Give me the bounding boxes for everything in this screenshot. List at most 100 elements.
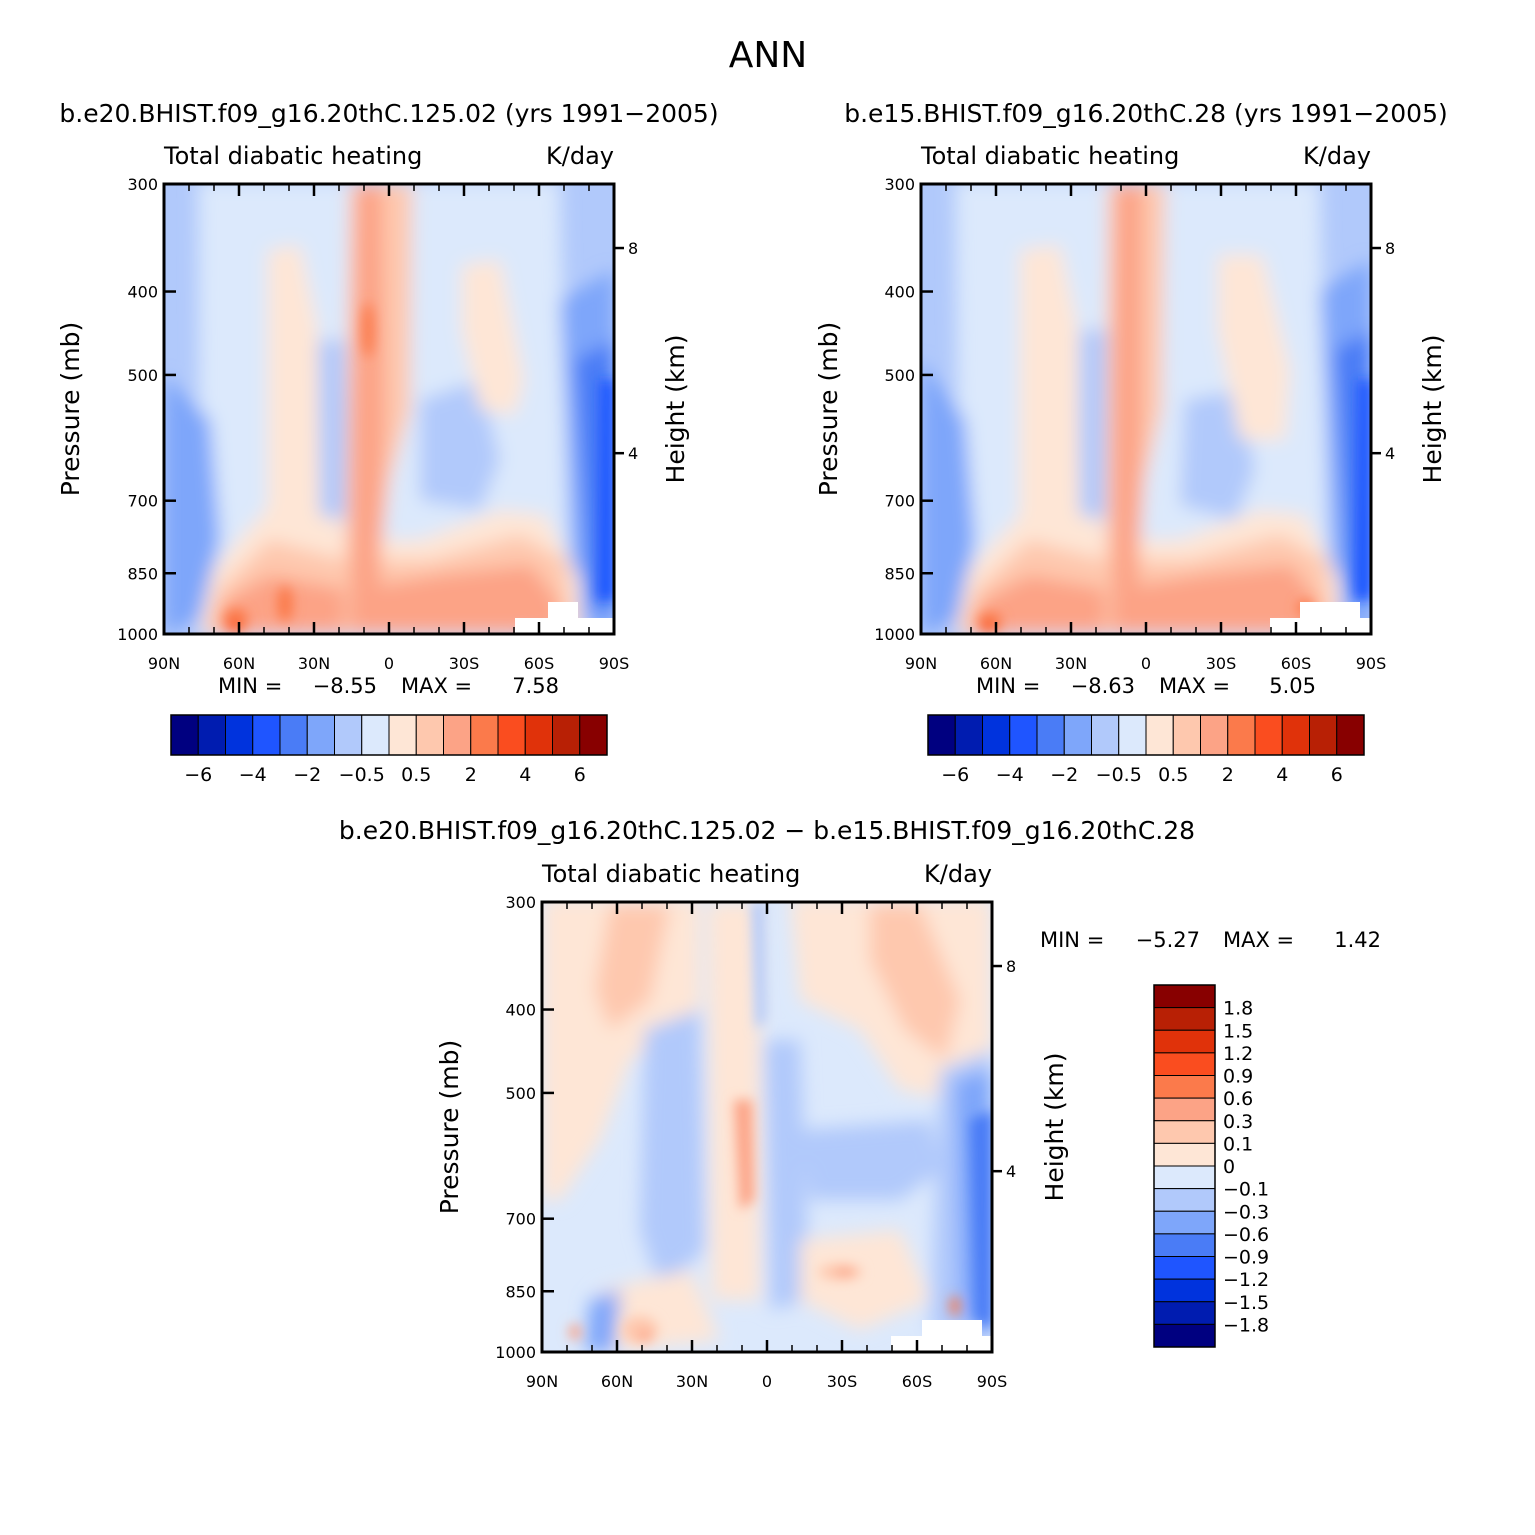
colorbar-label: 0.5 — [1158, 764, 1188, 786]
sh-edge-hot — [950, 1296, 960, 1316]
sh-pocket — [420, 380, 500, 510]
x-tick-label: 90S — [599, 654, 630, 673]
y-tick-label: 1000 — [874, 625, 915, 644]
colorbar-label: 2 — [465, 764, 477, 786]
y2-tick-label: 4 — [628, 444, 638, 463]
colorbar-swatch — [927, 714, 956, 756]
panel-model-y2label: Height (km) — [661, 335, 690, 484]
colorbar-swatch — [1153, 1029, 1216, 1054]
colorbar-swatch — [470, 714, 499, 756]
colorbar-swatch — [1118, 714, 1147, 756]
nh-hotspot-2 — [277, 586, 293, 622]
panel-diff-max-value: 1.42 — [1334, 928, 1381, 952]
x-tick-label: 90N — [148, 654, 180, 673]
colorbar-label: −4 — [996, 764, 1024, 786]
panel-obs-min-label: MIN = — [976, 674, 1040, 698]
colorbar-swatch — [361, 714, 390, 756]
colorbar-label: 6 — [1331, 764, 1343, 786]
y-tick-label: 1000 — [117, 625, 158, 644]
colorbar-swatch — [279, 714, 308, 756]
colorbar-swatch — [1153, 1210, 1216, 1235]
nh-bl-hot — [622, 1316, 658, 1344]
itcz-dipole-light — [708, 902, 760, 1300]
x-tick-label: 0 — [384, 654, 394, 673]
y-tick-label: 300 — [884, 175, 915, 194]
itcz-core — [362, 302, 374, 358]
y-tick-label: 850 — [884, 564, 915, 583]
colorbar-swatch — [1036, 714, 1065, 756]
x-tick-label: 60S — [524, 654, 555, 673]
nh-hotspot-core — [982, 622, 992, 632]
colorbar-swatch — [1145, 714, 1174, 756]
nh-surface-cool — [585, 1290, 620, 1352]
colorbar-swatch — [1336, 714, 1365, 756]
colorbar-label: −0.3 — [1223, 1201, 1269, 1223]
y-tick-label: 300 — [127, 175, 158, 194]
y2-tick-label: 8 — [628, 239, 638, 258]
colorbar-label: −1.5 — [1223, 1292, 1269, 1314]
y2-tick-label: 8 — [1385, 239, 1395, 258]
panel-obs-max-label: MAX = — [1159, 674, 1230, 698]
boundary-layer-core — [215, 565, 560, 634]
missing-data-2 — [548, 602, 578, 620]
colorbar-frame — [927, 714, 1365, 756]
panel-diff-title: b.e20.BHIST.f09_g16.20thC.125.02 − b.e15… — [339, 816, 1195, 845]
colorbar-swatch — [1153, 1007, 1216, 1031]
sh-tongue — [462, 260, 524, 415]
y-tick-label: 400 — [127, 283, 158, 302]
colorbar-swatch — [252, 714, 281, 756]
colorbar-label: −0.9 — [1223, 1247, 1269, 1269]
sh-edge-dark — [1355, 380, 1371, 600]
colorbar-label: −6 — [941, 764, 969, 786]
panel-obs-variable: Total diabatic heating — [920, 142, 1179, 170]
x-tick-label: 60N — [980, 654, 1012, 673]
cool-zone-1 — [640, 1010, 705, 1290]
y-tick-label: 500 — [884, 366, 915, 385]
panel-obs-units: K/day — [1303, 142, 1371, 170]
panel-model-min-value: −8.55 — [313, 674, 377, 698]
colorbar-swatch — [225, 714, 254, 756]
sh-edge-dark — [598, 380, 614, 600]
colorbar-label: −1.2 — [1223, 1269, 1269, 1291]
colorbar-swatch — [1153, 1097, 1216, 1122]
colorbar-label: 2 — [1222, 764, 1234, 786]
colorbar-label: 1.2 — [1223, 1043, 1253, 1065]
colorbar-label: −0.5 — [1096, 764, 1142, 786]
nh-blue — [164, 375, 220, 634]
colorbar-label: −0.6 — [1223, 1224, 1269, 1246]
colorbar-label: 0.3 — [1223, 1111, 1253, 1133]
colorbar-swatch — [415, 714, 444, 756]
panel-model-max-label: MAX = — [401, 674, 472, 698]
panel-obs-title: b.e15.BHIST.f09_g16.20thC.28 (yrs 1991−2… — [844, 99, 1448, 128]
colorbar-swatch — [497, 714, 526, 756]
y-tick-label: 1000 — [495, 1343, 536, 1362]
colorbar-swatch — [579, 714, 608, 756]
y-tick-label: 400 — [884, 283, 915, 302]
colorbar-swatch — [1309, 714, 1338, 756]
x-tick-label: 60N — [223, 654, 255, 673]
colorbar-swatch — [1153, 1075, 1216, 1099]
panel-model-units: K/day — [546, 142, 614, 170]
colorbar-label: −1.8 — [1223, 1314, 1269, 1336]
sh-bl-warm — [800, 1230, 930, 1330]
panel-model-contours — [164, 184, 614, 634]
panel-obs-max-value: 5.05 — [1269, 674, 1316, 698]
panel-obs-contours — [921, 184, 1371, 634]
colorbar-swatch — [1153, 1188, 1216, 1212]
sh-warm-core — [870, 905, 960, 1060]
panel-diff-units: K/day — [924, 860, 992, 888]
missing-data-2 — [922, 1320, 982, 1338]
y2-tick-label: 8 — [1006, 957, 1016, 976]
colorbar-swatch — [1153, 1120, 1216, 1144]
nh-tongue — [1020, 245, 1080, 560]
y-tick-label: 700 — [505, 1210, 536, 1229]
itcz-warm-core — [734, 1100, 754, 1210]
colorbar-swatch — [1009, 714, 1038, 756]
x-tick-label: 90N — [526, 1372, 558, 1391]
colorbar-label: 6 — [574, 764, 586, 786]
panel-model-min-label: MIN = — [218, 674, 282, 698]
nh-pocket — [1078, 330, 1112, 520]
nh-edge-hot — [569, 1324, 581, 1340]
x-tick-label: 30N — [1055, 654, 1087, 673]
